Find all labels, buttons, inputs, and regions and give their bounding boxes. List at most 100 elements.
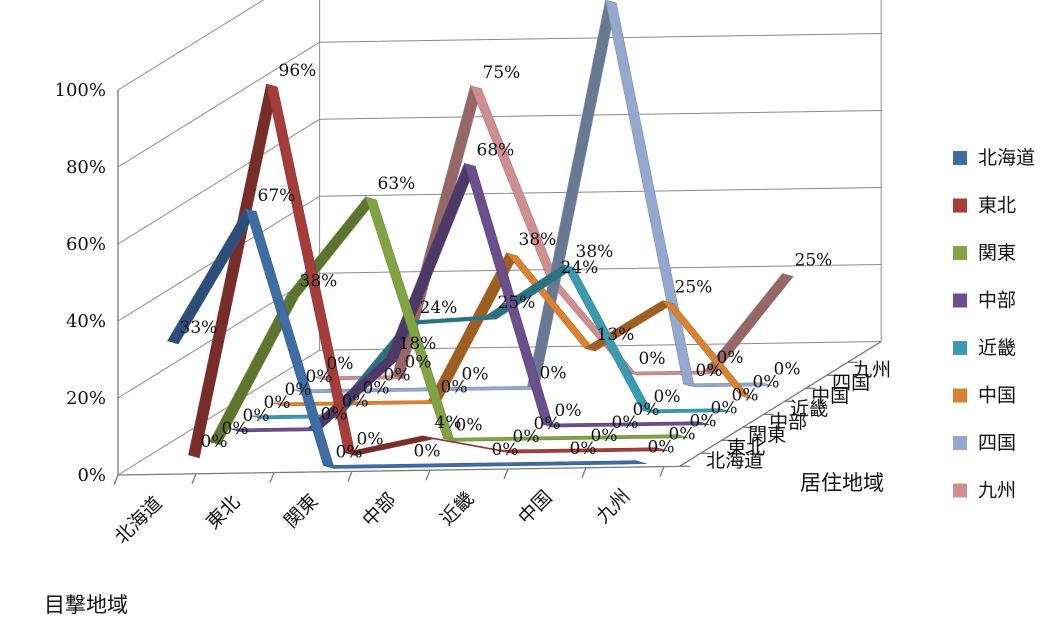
data-label: 33% bbox=[180, 318, 218, 338]
data-label: 0% bbox=[363, 379, 390, 399]
series-segment bbox=[661, 300, 753, 400]
depth-category-label: 中国 bbox=[811, 385, 849, 407]
legend-label: 中部 bbox=[978, 290, 1016, 312]
data-label: 25% bbox=[498, 293, 536, 313]
data-label: 0% bbox=[570, 439, 597, 459]
data-label: 0% bbox=[555, 401, 582, 421]
data-label: 25% bbox=[795, 250, 833, 270]
data-label: 0% bbox=[669, 425, 696, 445]
x-tick-mark bbox=[347, 471, 353, 482]
legend-label: 近畿 bbox=[978, 337, 1016, 359]
legend-swatch bbox=[953, 388, 967, 403]
y-axis-ticks: 0% 20% 40% 60% 80% 100% bbox=[55, 80, 106, 486]
x-tick-mark bbox=[191, 473, 197, 485]
series-segment bbox=[599, 434, 689, 440]
data-label: 0% bbox=[222, 419, 249, 439]
y-tick-label: 20% bbox=[66, 388, 106, 409]
legend-swatch bbox=[953, 293, 967, 308]
legend-label: 九州 bbox=[978, 480, 1016, 502]
series-segment bbox=[323, 463, 413, 469]
series-segment bbox=[557, 460, 647, 466]
data-label: 75% bbox=[483, 63, 521, 83]
data-label: 24% bbox=[420, 298, 458, 318]
legend-label: 四国 bbox=[978, 432, 1016, 454]
x-category-label: 九州 bbox=[592, 485, 634, 527]
y-tick-label: 40% bbox=[66, 311, 106, 332]
x-category-label: 近畿 bbox=[436, 488, 478, 530]
series-segment bbox=[401, 462, 491, 468]
data-label: 0% bbox=[441, 378, 468, 398]
data-label: 0% bbox=[405, 353, 432, 373]
data-label: 0% bbox=[612, 413, 639, 433]
data-label: 0% bbox=[591, 426, 618, 446]
y-tick-label: 0% bbox=[77, 465, 106, 486]
data-label: 0% bbox=[492, 440, 519, 460]
x-tick-mark bbox=[659, 466, 665, 477]
x-tick-mark bbox=[113, 474, 119, 486]
data-label: 0% bbox=[306, 367, 333, 387]
legend-swatch bbox=[953, 246, 967, 260]
legend-label: 中国 bbox=[978, 385, 1016, 407]
y-tick-label: 80% bbox=[66, 157, 106, 178]
data-label: 68% bbox=[477, 141, 515, 161]
data-label: 0% bbox=[285, 380, 312, 400]
chart-data-labels: 0%0%75%24%0%0%25%0%0%0%0%100%0%0%0%0%0%3… bbox=[180, 61, 833, 463]
data-label: 0% bbox=[513, 427, 540, 447]
data-label: 38% bbox=[300, 271, 338, 291]
data-label: 0% bbox=[717, 348, 744, 368]
data-label: 0% bbox=[327, 354, 354, 374]
chart-series bbox=[167, 0, 794, 469]
legend-swatch bbox=[953, 341, 967, 355]
data-label: 0% bbox=[456, 415, 483, 435]
x-category-label: 北海道 bbox=[111, 492, 167, 548]
data-label: 38% bbox=[576, 242, 614, 262]
depth-category-label: 北海道 bbox=[706, 450, 763, 472]
data-label: 38% bbox=[519, 230, 557, 250]
data-label: 0% bbox=[648, 438, 675, 458]
data-label: 0% bbox=[639, 349, 666, 369]
legend-swatch bbox=[953, 151, 967, 165]
data-label: 67% bbox=[258, 186, 296, 206]
depth-category-label: 中部 bbox=[769, 411, 807, 433]
data-label: 0% bbox=[540, 363, 567, 383]
data-label: 0% bbox=[336, 443, 363, 463]
data-label: 13% bbox=[597, 325, 635, 345]
depth-category-label: 近畿 bbox=[790, 398, 828, 420]
data-label: 0% bbox=[690, 412, 717, 432]
data-label: 0% bbox=[321, 405, 348, 425]
x-tick-mark bbox=[269, 472, 275, 483]
data-label: 0% bbox=[357, 430, 384, 450]
legend-swatch bbox=[953, 198, 967, 213]
series-segment bbox=[479, 461, 569, 467]
depth-category-label: 四国 bbox=[832, 372, 870, 394]
legend-label: 関東 bbox=[978, 242, 1016, 264]
series-北海道 bbox=[167, 208, 647, 469]
data-label: 18% bbox=[399, 334, 437, 354]
data-label: 0% bbox=[462, 365, 489, 385]
depth-category-label: 九州 bbox=[853, 359, 891, 381]
y-tick-label: 60% bbox=[66, 234, 106, 255]
data-label: 25% bbox=[675, 278, 713, 298]
x-axis-title: 目撃地域 bbox=[44, 593, 128, 617]
x-category-label: 関東 bbox=[280, 490, 322, 532]
x-tick-mark bbox=[425, 469, 431, 481]
data-label: 24% bbox=[561, 258, 599, 278]
x-category-label: 東北 bbox=[202, 491, 244, 533]
data-label: 0% bbox=[264, 393, 291, 413]
legend-swatch bbox=[953, 483, 967, 498]
data-label: 0% bbox=[534, 414, 561, 434]
data-label: 0% bbox=[711, 399, 738, 419]
data-label: 0% bbox=[732, 386, 759, 406]
series-segment bbox=[641, 408, 731, 414]
x-tick-mark bbox=[503, 468, 509, 480]
data-label: 0% bbox=[753, 373, 780, 393]
x-category-label: 中国 bbox=[514, 486, 556, 528]
gridline bbox=[117, 0, 265, 91]
data-label: 63% bbox=[378, 174, 416, 194]
data-label: 0% bbox=[696, 361, 723, 381]
y-tick-label: 100% bbox=[55, 80, 106, 101]
data-label: 0% bbox=[654, 387, 681, 407]
